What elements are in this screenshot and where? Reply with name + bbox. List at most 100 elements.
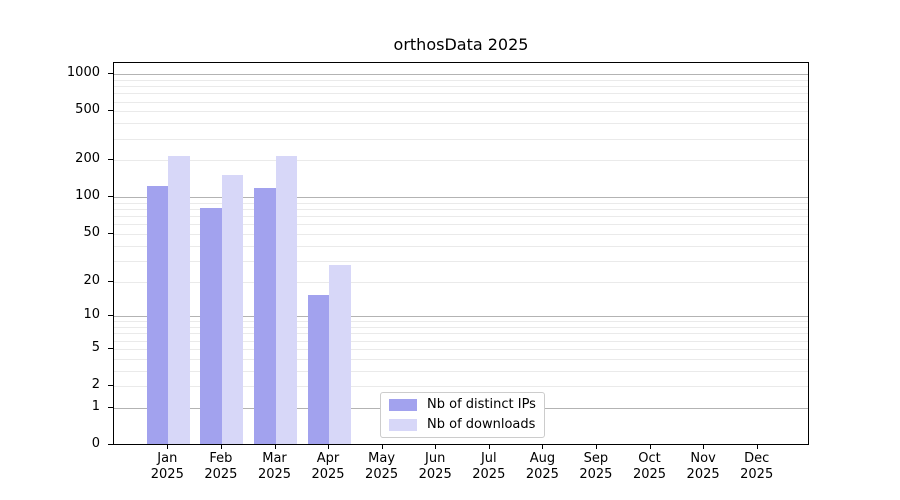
minor-gridline [114, 216, 808, 218]
minor-gridline [114, 111, 808, 113]
minor-gridline [114, 370, 808, 372]
x-tick-label-oct: Oct 2025 [618, 451, 682, 483]
minor-gridline [114, 245, 808, 247]
x-tick-label-year: 2025 [365, 467, 399, 482]
y-tick-label: 500 [75, 102, 100, 118]
bar-apr-distinct-ips [307, 295, 329, 444]
x-tick-label-month: Nov [690, 451, 716, 466]
minor-gridline [114, 202, 808, 204]
legend-label-downloads: Nb of downloads [427, 417, 536, 432]
x-tick-mark [703, 445, 705, 449]
x-tick-label-month: Oct [638, 451, 661, 466]
y-tick-label: 0 [91, 436, 100, 451]
y-tick-mark [108, 347, 113, 349]
major-gridline [114, 74, 808, 76]
x-tick-mark [488, 445, 490, 449]
x-tick-label-nov: Nov 2025 [671, 451, 735, 483]
minor-gridline [114, 123, 808, 125]
minor-gridline [114, 138, 808, 140]
minor-gridline [114, 86, 808, 88]
x-tick-mark [328, 445, 329, 449]
y-tick-mark [108, 233, 113, 234]
x-tick-mark [274, 445, 276, 449]
x-tick-label-month: Jan [157, 451, 178, 466]
minor-gridline [114, 386, 808, 387]
y-tick-label: 2 [91, 377, 100, 392]
x-tick-label-year: 2025 [686, 467, 720, 482]
y-tick-label: 5 [91, 339, 100, 355]
x-tick-label-month: Feb [209, 451, 233, 466]
x-tick-mark [542, 445, 544, 449]
x-tick-mark [649, 445, 651, 449]
x-tick-label-year: 2025 [472, 467, 506, 482]
x-tick-label-year: 2025 [740, 467, 774, 482]
x-tick-label-dec: Dec 2025 [725, 451, 789, 483]
minor-gridline [114, 234, 808, 235]
y-tick-label: 200 [75, 151, 100, 167]
minor-gridline [114, 333, 808, 335]
x-tick-label-feb: Feb 2025 [189, 451, 253, 483]
x-tick-label-year: 2025 [418, 467, 452, 482]
bar-feb-distinct-ips [200, 208, 222, 444]
y-tick-label: 50 [83, 225, 100, 240]
minor-gridline [114, 327, 808, 329]
x-tick-label-month: Apr [316, 451, 340, 466]
minor-gridline [114, 101, 808, 103]
legend-swatch-downloads-icon [389, 419, 417, 431]
y-tick-mark [108, 444, 113, 445]
bar-jan-distinct-ips [146, 185, 169, 444]
y-tick-mark [108, 110, 113, 112]
x-tick-mark [220, 445, 222, 449]
major-gridline [114, 197, 808, 199]
x-tick-label-year: 2025 [257, 467, 292, 482]
minor-gridline [114, 348, 808, 350]
bars-layer [114, 63, 808, 444]
x-tick-label-month: Jun [425, 451, 446, 466]
minor-gridline [114, 224, 808, 226]
minor-gridline [114, 79, 808, 81]
gridlines-layer [114, 63, 808, 444]
bar-mar-distinct-ips [254, 188, 276, 444]
plot-area: Nb of distinct IPs Nb of downloads [113, 62, 809, 445]
minor-gridline [114, 209, 808, 211]
x-tick-label-jul: Jul 2025 [457, 451, 521, 483]
minor-gridline [114, 281, 808, 283]
legend-label-distinct-ips: Nb of distinct IPs [427, 397, 536, 412]
x-tick-label-month: Aug [529, 451, 556, 466]
major-gridline [114, 316, 808, 318]
x-tick-mark [435, 445, 437, 449]
legend-item-distinct-ips: Nb of distinct IPs [389, 398, 536, 412]
y-tick-mark [108, 406, 113, 408]
y-tick-label: 1000 [66, 65, 100, 81]
minor-gridline [114, 340, 808, 342]
minor-gridline [114, 260, 808, 262]
x-tick-label-year: 2025 [204, 467, 238, 482]
x-tick-mark [381, 445, 383, 449]
y-tick-label: 100 [75, 188, 100, 204]
bar-mar-downloads [275, 155, 297, 444]
x-tick-label-sep: Sep 2025 [564, 451, 628, 483]
bar-feb-downloads [221, 174, 244, 444]
y-tick-label: 10 [83, 307, 100, 323]
x-tick-label-month: May [368, 451, 396, 466]
y-tick-mark [108, 280, 113, 282]
x-tick-label-year: 2025 [150, 467, 184, 482]
chart-title: orthosData 2025 [393, 35, 529, 54]
legend: Nb of distinct IPs Nb of downloads [380, 392, 545, 438]
bar-apr-downloads [329, 265, 351, 444]
minor-gridline [114, 160, 808, 162]
y-tick-mark [108, 196, 113, 198]
x-tick-label-year: 2025 [311, 467, 345, 482]
y-tick-mark [108, 73, 113, 75]
x-tick-mark [756, 445, 758, 449]
x-tick-label-month: Jul [480, 451, 497, 466]
x-tick-label-year: 2025 [579, 467, 613, 482]
y-tick-label: 1 [91, 398, 100, 414]
x-tick-label-apr: Apr 2025 [296, 451, 360, 483]
x-tick-label-mar: Mar 2025 [243, 451, 307, 483]
x-tick-label-jun: Jun 2025 [403, 451, 467, 483]
y-tick-label: 20 [83, 272, 100, 288]
x-tick-label-year: 2025 [525, 467, 559, 482]
x-tick-label-month: Dec [744, 451, 770, 466]
